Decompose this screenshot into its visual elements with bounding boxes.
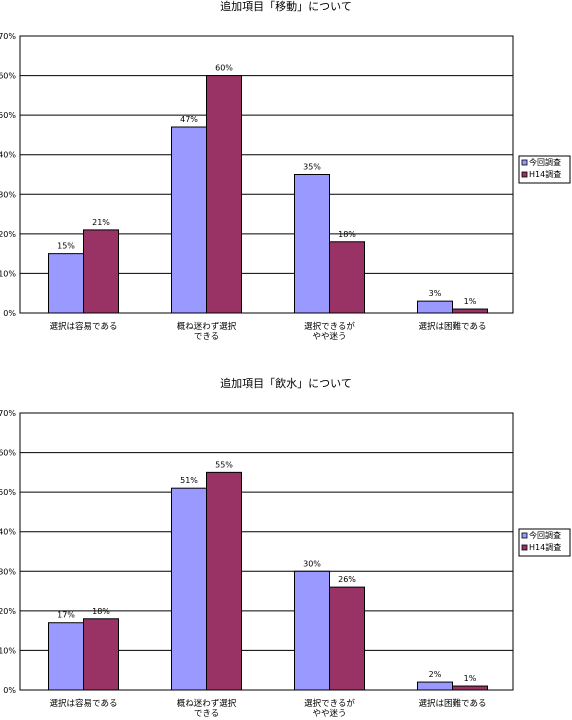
data-label: 30% xyxy=(303,559,321,568)
bar xyxy=(294,570,330,691)
plot-area xyxy=(19,35,514,314)
y-tick-label: 60% xyxy=(0,449,16,458)
data-label: 2% xyxy=(429,670,442,679)
legend-box xyxy=(518,155,571,184)
data-label: 21% xyxy=(92,218,110,227)
chart-drinking: 追加項目「飲水」について 0% 10% 20% 30% 40% 50% 60% 70% 17% 51… xyxy=(0,375,572,720)
y-tick-label: 0% xyxy=(3,686,16,695)
category-label: 選択は困難である xyxy=(419,698,487,709)
bar xyxy=(417,300,453,314)
category-label: 選択できるがやや迷う xyxy=(304,698,355,719)
y-tick-label: 70% xyxy=(0,409,16,418)
data-label: 17% xyxy=(57,611,75,620)
data-label: 1% xyxy=(464,297,477,306)
category-label-line: やや迷う xyxy=(312,331,346,342)
category-label-line: 選択は容易である xyxy=(50,698,118,709)
category-label-line: 選択は困難である xyxy=(419,321,487,332)
legend: 今回調査 H14調査 xyxy=(518,155,571,184)
bar xyxy=(171,126,207,314)
bar xyxy=(206,75,242,314)
legend: 今回調査 H14調査 xyxy=(518,528,571,557)
category-label-line: 選択できるが xyxy=(304,321,355,332)
data-label: 15% xyxy=(57,242,75,251)
y-tick-label: 20% xyxy=(0,607,16,616)
bar xyxy=(83,618,119,691)
bar xyxy=(294,174,330,314)
legend-swatch xyxy=(521,159,528,166)
category-label: 概ね迷わず選択できる xyxy=(177,321,237,342)
legend-label: 今回調査 xyxy=(529,157,561,167)
category-label: 選択できるがやや迷う xyxy=(304,321,355,342)
y-tick-label: 30% xyxy=(0,567,16,576)
bar xyxy=(83,229,119,314)
data-label: 35% xyxy=(303,163,321,172)
category-label-line: 概ね迷わず選択 xyxy=(177,698,237,709)
category-label: 選択は容易である xyxy=(50,698,118,709)
data-label: 18% xyxy=(92,607,110,616)
chart-title: 追加項目「飲水」について xyxy=(220,376,352,390)
y-tick-label: 10% xyxy=(0,269,16,278)
y-tick-label: 50% xyxy=(0,488,16,497)
bar xyxy=(206,471,242,691)
bar xyxy=(48,253,84,314)
y-tick-label: 60% xyxy=(0,72,16,81)
y-tick-label: 20% xyxy=(0,230,16,239)
data-label: 3% xyxy=(429,289,442,298)
data-label: 1% xyxy=(464,674,477,683)
chart-drinking-svg: 追加項目「飲水」について 0% 10% 20% 30% 40% 50% 60% 70% 17% 51… xyxy=(0,376,571,719)
category-label: 選択は困難である xyxy=(419,321,487,332)
category-label: 選択は容易である xyxy=(50,321,118,332)
legend-label: H14調査 xyxy=(529,542,561,552)
data-label: 26% xyxy=(338,575,356,584)
category-label-line: 選択は容易である xyxy=(50,321,118,332)
y-tick-label: 0% xyxy=(3,309,16,318)
bar xyxy=(452,685,488,691)
legend-swatch xyxy=(521,532,528,539)
y-tick-label: 30% xyxy=(0,190,16,199)
bar xyxy=(452,308,488,314)
data-label: 55% xyxy=(215,460,233,469)
bar xyxy=(417,681,453,691)
y-tick-label: 50% xyxy=(0,111,16,120)
chart-moving-svg: 追加項目「移動」について 0% 10% 20% 30% 40% 50% 60% 70% 15% 47… xyxy=(0,0,571,342)
y-tick-label: 40% xyxy=(0,151,16,160)
category-label-line: できる xyxy=(194,332,219,342)
bar xyxy=(171,487,207,691)
legend-label: H14調査 xyxy=(529,169,561,179)
y-tick-label: 40% xyxy=(0,528,16,537)
plot-area xyxy=(19,412,514,691)
legend-label: 今回調査 xyxy=(529,530,561,540)
chart-title: 追加項目「移動」について xyxy=(220,0,352,13)
category-label-line: やや迷う xyxy=(312,708,346,719)
category-label-line: 選択できるが xyxy=(304,698,355,709)
data-label: 51% xyxy=(180,476,198,485)
category-label-line: 選択は困難である xyxy=(419,698,487,709)
legend-box xyxy=(518,528,571,557)
bar xyxy=(329,586,365,691)
bar xyxy=(329,241,365,314)
data-label: 18% xyxy=(338,230,356,239)
category-label: 概ね迷わず選択できる xyxy=(177,698,237,719)
data-label: 60% xyxy=(215,64,233,73)
legend-swatch xyxy=(521,171,528,178)
legend-swatch xyxy=(521,544,528,551)
category-label-line: 概ね迷わず選択 xyxy=(177,321,237,332)
bar xyxy=(48,622,84,691)
y-tick-label: 70% xyxy=(0,32,16,41)
chart-moving: 追加項目「移動」について 0% 10% 20% 30% 40% 50% 60% 70% 15% 47… xyxy=(0,0,571,342)
data-label: 47% xyxy=(180,115,198,124)
category-label-line: できる xyxy=(194,709,219,719)
y-tick-label: 10% xyxy=(0,646,16,655)
